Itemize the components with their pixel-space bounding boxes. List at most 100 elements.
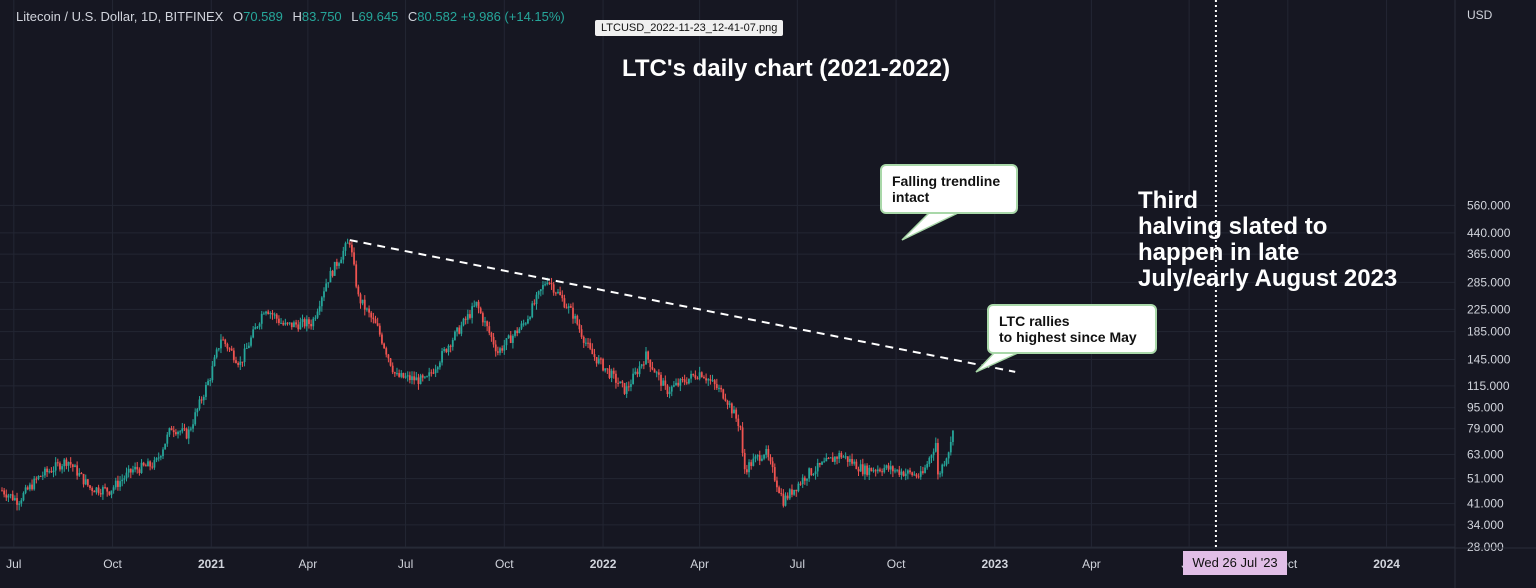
candle-body (593, 354, 596, 357)
candle-body (172, 430, 175, 433)
candle-body (471, 306, 474, 318)
candle-body (527, 318, 529, 324)
candle-body (595, 356, 598, 364)
candle-body (404, 376, 407, 378)
candle-body (505, 338, 508, 346)
candle-body (733, 409, 735, 414)
candle-body (814, 471, 817, 475)
candle-body (142, 462, 145, 466)
candle-body (432, 372, 435, 374)
candle-body (949, 441, 952, 453)
candle-body (149, 461, 152, 467)
candle-body (677, 382, 680, 386)
candle-body (838, 453, 841, 459)
candle-body (99, 493, 102, 495)
candle-body (636, 371, 639, 375)
candle-body (110, 490, 113, 495)
candle-body (857, 469, 860, 472)
candle-body (795, 489, 798, 492)
filename-badge: LTCUSD_2022-11-23_12-41-07.png (595, 20, 784, 36)
candle-body (166, 434, 169, 444)
candle-body (499, 348, 501, 353)
candle-body (840, 453, 843, 458)
candle-body (664, 380, 667, 386)
candle-body (469, 314, 471, 318)
candle-body (211, 366, 214, 381)
candle-body (763, 454, 765, 459)
candle-body (872, 470, 875, 472)
candle-body (196, 408, 199, 413)
x-tick-label: Oct (103, 557, 122, 571)
candle-body (61, 466, 64, 470)
candle-body (784, 495, 787, 506)
candle-body (851, 458, 853, 464)
candle-body (460, 325, 463, 334)
candle-body (117, 480, 119, 487)
trendline-callout-pointer (901, 211, 961, 241)
close-label: C (407, 9, 418, 24)
candle-body (320, 297, 323, 307)
halving-note: Third halving slated to happen in late J… (1138, 188, 1397, 292)
candle-body (413, 376, 416, 381)
candle-body (127, 468, 130, 473)
halving-note-line1: Third (1138, 187, 1198, 214)
candle-body (894, 470, 896, 472)
candle-body (400, 373, 403, 377)
candle-body (825, 458, 828, 462)
candle-body (561, 295, 564, 299)
candle-body (750, 462, 753, 466)
candle-body (885, 465, 888, 468)
candle-body (477, 301, 480, 309)
candle-body (737, 418, 740, 427)
candle-body (63, 459, 66, 467)
candle-body (303, 319, 306, 327)
candle-body (381, 334, 383, 344)
candle-body (69, 462, 72, 465)
open-label: O (232, 9, 244, 24)
candle-body (353, 252, 355, 265)
candle-body (771, 461, 774, 468)
candle-body (572, 307, 574, 319)
candle-body (378, 325, 381, 335)
candle-body (919, 471, 922, 477)
candle-body (50, 471, 53, 473)
candle-body (509, 335, 512, 343)
candle-body (630, 384, 632, 387)
falling-trendline (349, 239, 1016, 373)
candle-body (685, 382, 688, 384)
candle-body (632, 373, 635, 385)
candle-body (286, 322, 289, 324)
rally-callout-line1: LTC rallies (999, 313, 1070, 329)
candle-body (934, 443, 937, 452)
candle-body (649, 359, 652, 368)
y-tick-label: 285.000 (1467, 275, 1511, 289)
candle-body (226, 344, 229, 349)
candle-body (308, 319, 310, 324)
candle-body (366, 308, 368, 310)
candle-body (456, 327, 458, 332)
candle-body (552, 284, 555, 293)
candle-body (299, 321, 302, 330)
candle-body (458, 327, 461, 334)
candle-body (679, 379, 682, 386)
candle-body (655, 372, 658, 374)
candle-body (861, 464, 864, 475)
candle-body (642, 364, 645, 366)
candle-body (312, 318, 315, 327)
candle-body (187, 429, 190, 439)
candle-body (533, 303, 536, 305)
candle-body (548, 282, 551, 284)
candle-body (138, 469, 141, 473)
candle-body (417, 377, 420, 385)
candle-body (821, 462, 823, 465)
x-tick-label: 2021 (198, 557, 225, 571)
candle-body (761, 458, 763, 461)
candle-body (524, 323, 527, 325)
candle-body (213, 357, 216, 367)
candle-body (370, 312, 373, 318)
candle-body (722, 389, 725, 399)
candle-body (439, 362, 441, 368)
candle-body (507, 335, 510, 339)
candle-body (408, 375, 411, 381)
